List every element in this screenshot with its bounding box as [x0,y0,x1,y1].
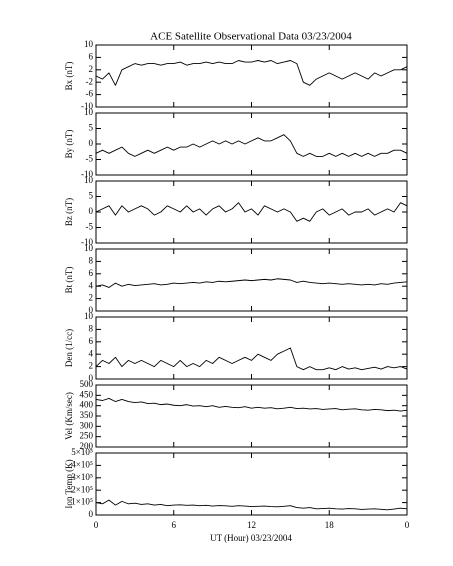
y-tick-label: 400 [80,400,94,410]
x-tick-label: 0 [405,520,410,530]
y-tick-label: 2×10⁵ [71,484,93,494]
y-tick-label: 300 [80,420,94,430]
y-axis-label: Ion Temp (K) [64,459,74,508]
y-axis-label: Bt (nT) [64,267,74,294]
y-axis-label: By (nT) [64,130,74,159]
y-tick-label: 8 [89,323,94,333]
y-tick-label: -10 [81,101,93,111]
y-tick-label: 0 [89,373,94,383]
y-tick-label: 200 [80,441,94,451]
y-tick-label: 0 [89,305,94,315]
y-tick-label: 10 [84,107,94,117]
y-tick-label: 6 [89,268,94,278]
y-tick-label: 0 [89,138,94,148]
chart-title: ACE Satellite Observational Data 03/23/2… [150,31,352,43]
y-axis-label: Den (1/cc) [64,329,74,367]
y-tick-label: 6 [89,51,94,61]
data-line [95,202,408,222]
data-line [95,60,408,86]
data-line [95,134,408,157]
data-line [95,397,408,412]
y-tick-label: -10 [81,237,93,247]
y-tick-label: 5 [89,191,94,201]
y-tick-label: 0 [89,206,94,216]
y-tick-label: 10 [84,39,94,49]
data-line [95,347,408,371]
y-tick-label: 500 [80,379,94,389]
y-axis-label: Bx (nT) [64,62,74,91]
data-line [95,499,408,511]
y-tick-label: 350 [80,410,94,420]
y-tick-label: 3×10⁵ [71,472,93,482]
x-tick-label: 12 [247,520,256,530]
y-tick-label: 2 [89,293,94,303]
y-tick-label: 4 [89,348,94,358]
x-axis-label: UT (Hour) 03/23/2004 [210,533,292,543]
y-tick-label: 10 [84,175,94,185]
y-tick-label: 4×10⁵ [71,459,93,469]
y-tick-label: 2 [89,361,94,371]
y-axis-label: Bz (nT) [64,198,74,226]
y-tick-label: 10 [84,311,94,321]
x-tick-label: 6 [172,520,177,530]
y-tick-label: 2 [89,64,94,74]
x-tick-label: 0 [94,520,99,530]
y-tick-label: 5×10⁵ [71,447,93,457]
y-tick-label: 6 [89,336,94,346]
y-tick-label: -5 [86,222,94,232]
y-tick-label: -2 [86,76,94,86]
y-tick-label: 4 [89,280,94,290]
y-tick-label: 5 [89,123,94,133]
y-tick-label: -5 [86,154,94,164]
y-tick-label: 8 [89,255,94,265]
y-tick-label: 0 [89,509,94,519]
x-tick-label: 18 [325,520,335,530]
data-line [95,278,408,288]
y-tick-label: 250 [80,431,94,441]
y-tick-label: 1×10⁵ [71,497,93,507]
y-tick-label: -6 [86,89,94,99]
y-tick-label: 10 [84,243,94,253]
y-tick-label: 450 [80,389,94,399]
y-tick-label: -10 [81,169,93,179]
y-axis-label: Vel (Km/sec) [64,392,74,440]
